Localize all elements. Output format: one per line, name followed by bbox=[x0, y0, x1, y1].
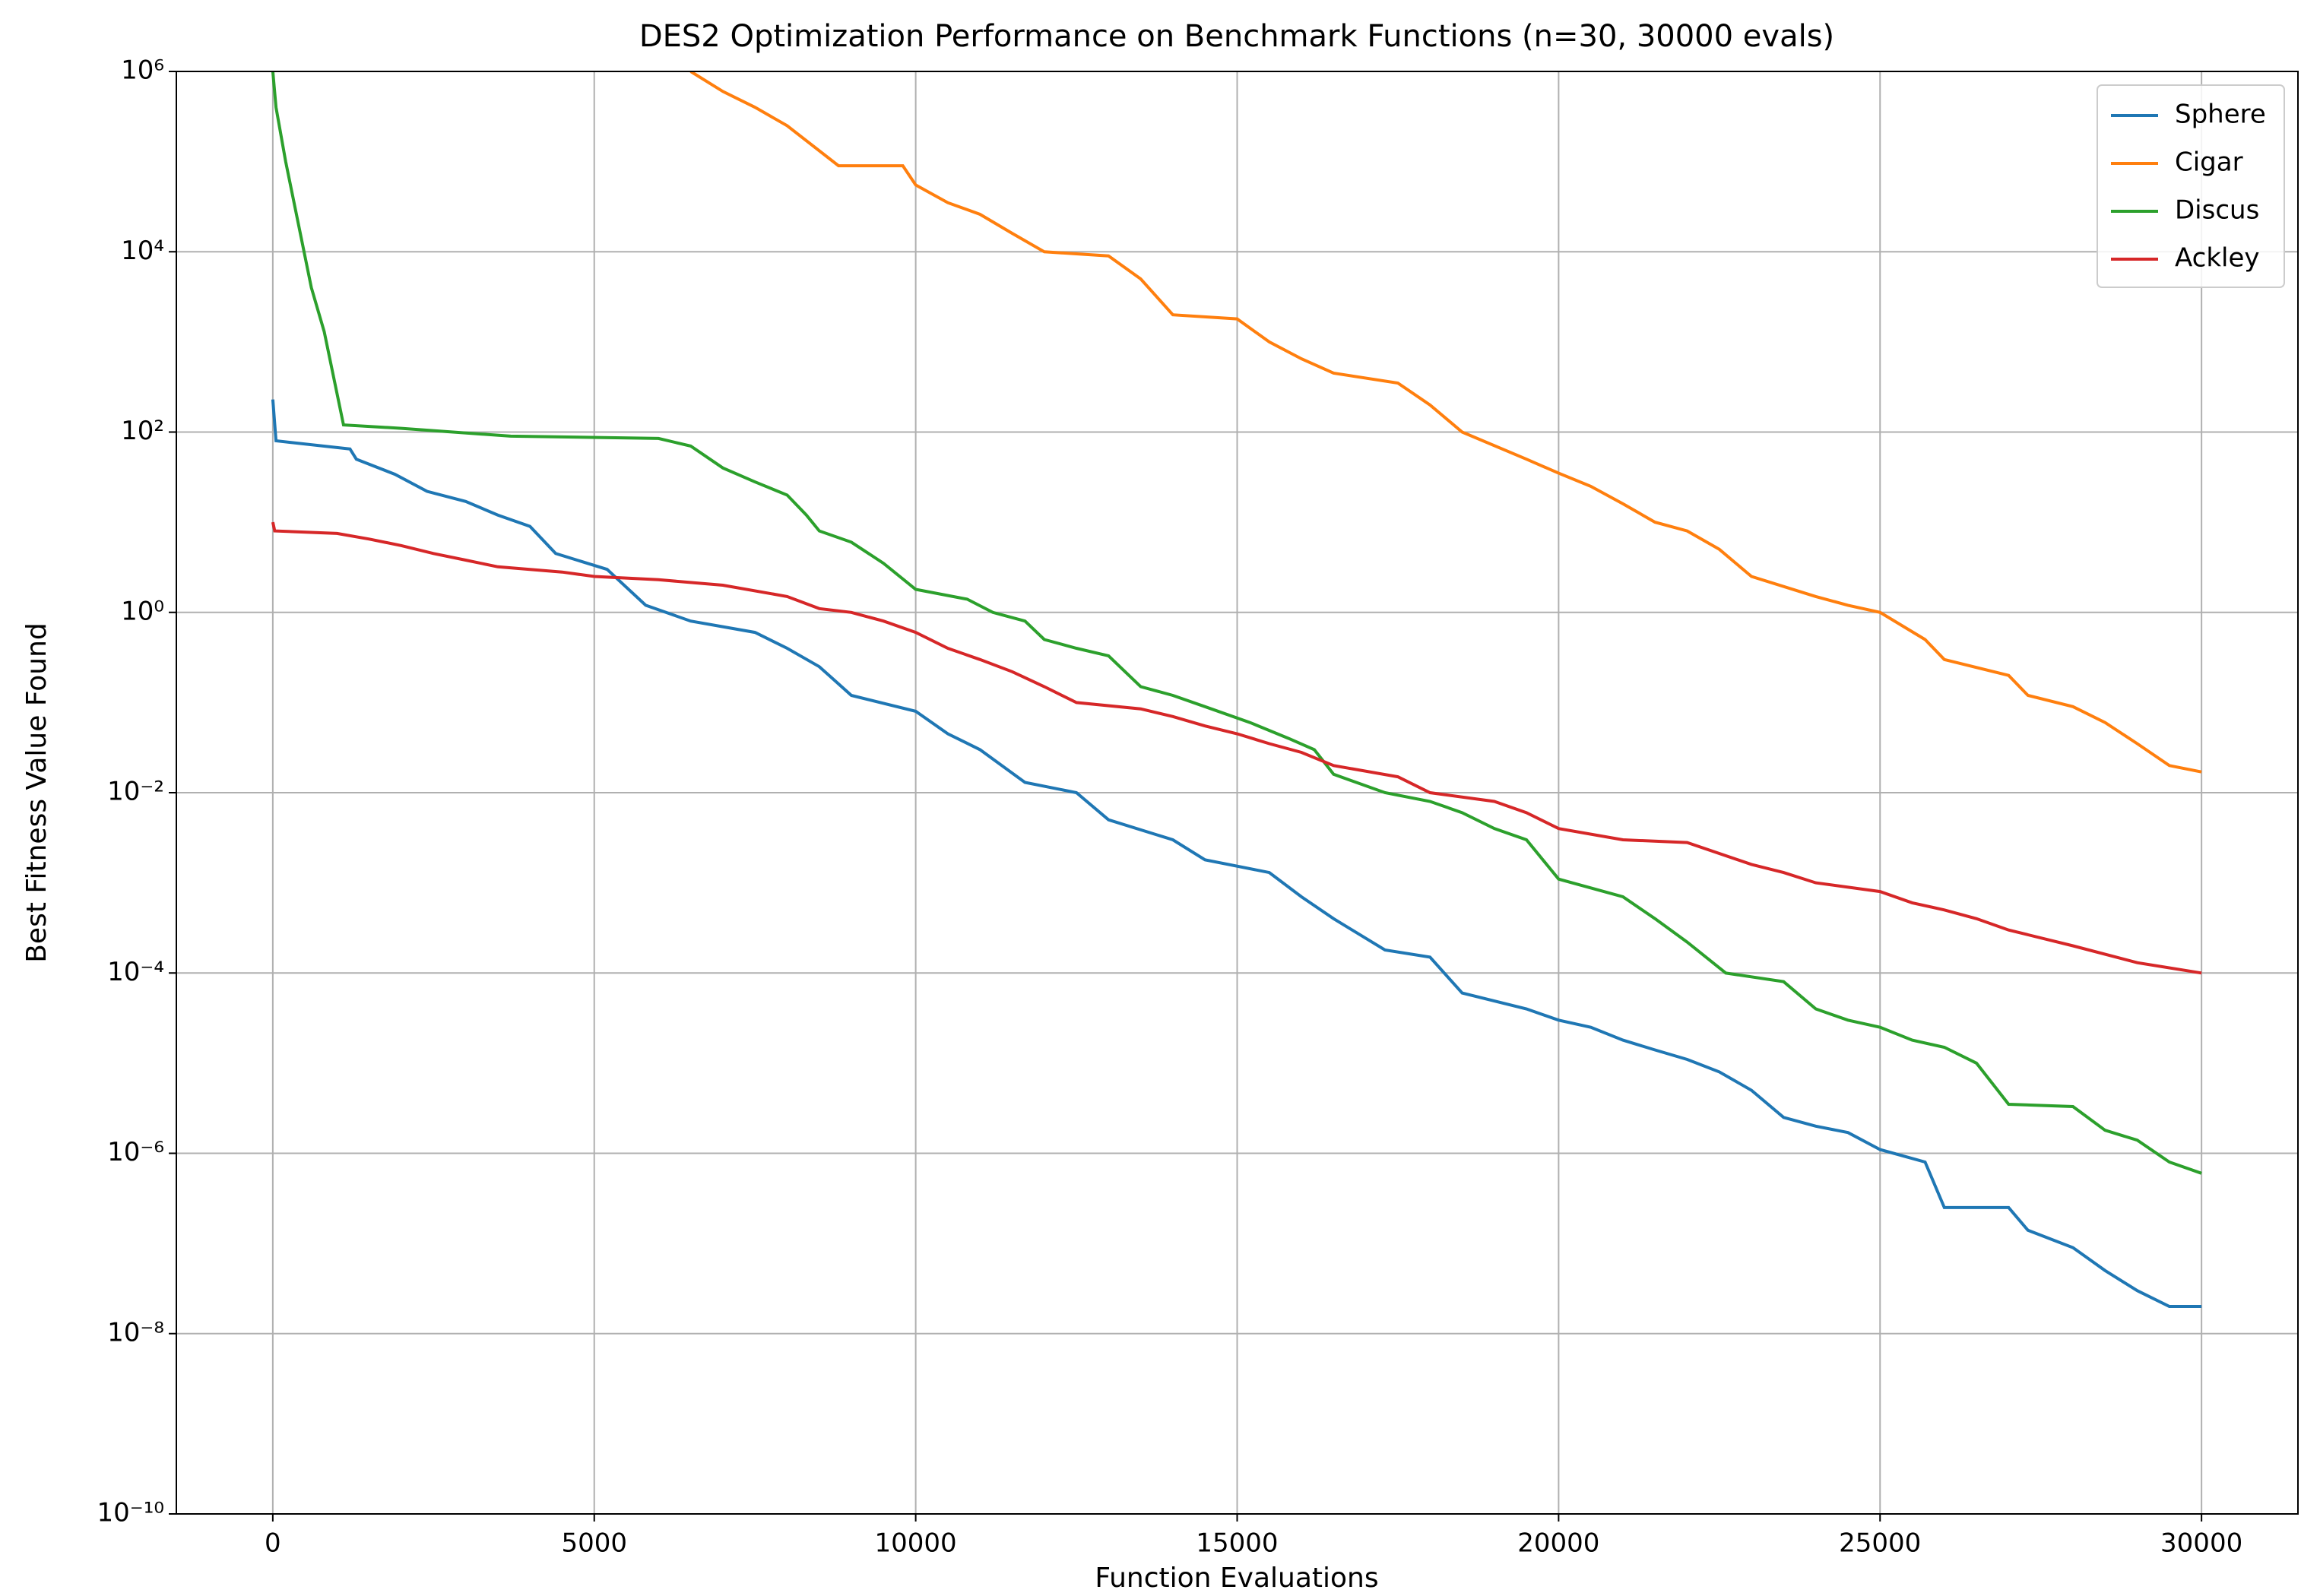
x-tick-label: 15000 bbox=[1196, 1528, 1278, 1559]
plot-lines bbox=[271, 71, 2202, 1308]
y-tick-label: 10⁻⁴ bbox=[107, 957, 164, 987]
x-tick-label: 5000 bbox=[561, 1528, 627, 1559]
y-tick-label: 10⁻² bbox=[107, 777, 164, 807]
y-tick-label: 10⁰ bbox=[121, 596, 164, 626]
series-line bbox=[271, 71, 2202, 1175]
y-axis-label: Best Fitness Value Found bbox=[21, 622, 52, 963]
y-tick-label: 10² bbox=[121, 416, 164, 446]
x-tick-label: 0 bbox=[265, 1528, 281, 1559]
y-tick-label: 10⁻⁸ bbox=[107, 1317, 164, 1347]
legend-box bbox=[2097, 84, 2285, 288]
legend-label: Ackley bbox=[2175, 243, 2260, 274]
y-tick-label: 10⁻¹⁰ bbox=[97, 1498, 164, 1528]
x-tick-label: 10000 bbox=[875, 1528, 957, 1559]
y-tick-label: 10⁶ bbox=[121, 55, 164, 86]
y-tick-label: 10⁻⁶ bbox=[107, 1137, 164, 1167]
series-line bbox=[271, 521, 2202, 975]
y-tick-label: 10⁴ bbox=[121, 236, 164, 266]
x-tick-label: 25000 bbox=[1839, 1528, 1921, 1559]
x-tick-label: 20000 bbox=[1517, 1528, 1599, 1559]
legend-label: Discus bbox=[2175, 195, 2259, 226]
x-tick-label: 30000 bbox=[2160, 1528, 2242, 1559]
series-line bbox=[689, 71, 2202, 774]
legend-label: Sphere bbox=[2175, 100, 2266, 130]
legend-label: Cigar bbox=[2175, 147, 2243, 178]
x-axis-label: Function Evaluations bbox=[1095, 1563, 1378, 1594]
chart-title: DES2 Optimization Performance on Benchma… bbox=[639, 19, 1834, 54]
plot-frame bbox=[176, 71, 2299, 1515]
series-line bbox=[271, 399, 2202, 1308]
